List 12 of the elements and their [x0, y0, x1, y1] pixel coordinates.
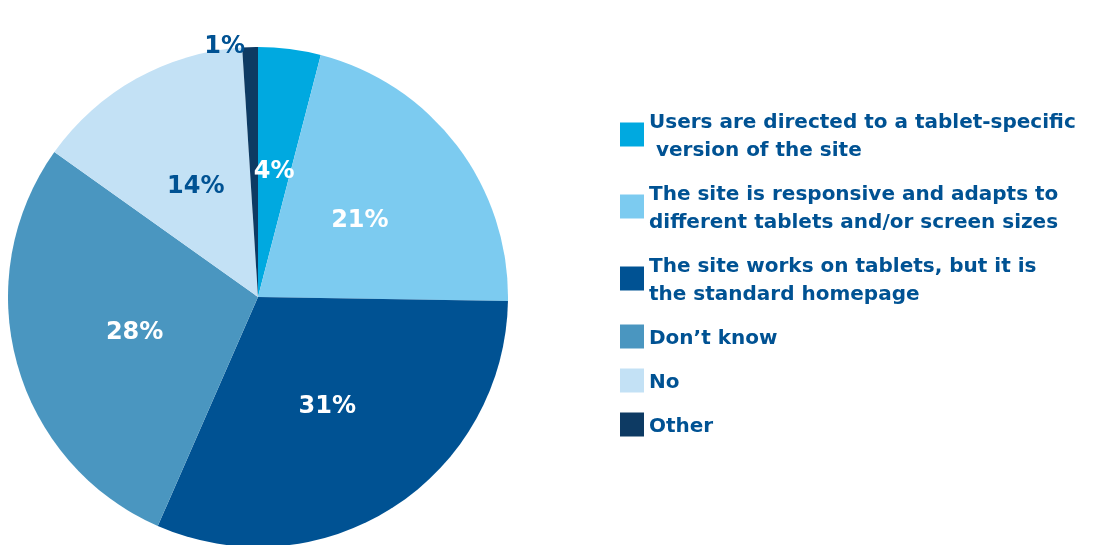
data-label: 28%: [105, 317, 164, 346]
legend-label: The site works on tablets, but it is the standard homepage: [649, 252, 1044, 305]
data-label: 4%: [253, 156, 295, 185]
legend-label: No: [649, 368, 680, 393]
legend-label: The site is responsive and adapts to different tablets and/or screen sizes: [649, 180, 1066, 233]
data-label: 31%: [298, 390, 356, 419]
data-label: 14%: [167, 171, 225, 200]
data-label: 21%: [331, 205, 389, 234]
legend-label: Don’t know: [649, 324, 778, 349]
legend-label: Users are directed to a tablet-specific version of the site: [649, 108, 1076, 161]
data-label: 1%: [204, 31, 245, 60]
legend-label: Other: [649, 412, 714, 437]
